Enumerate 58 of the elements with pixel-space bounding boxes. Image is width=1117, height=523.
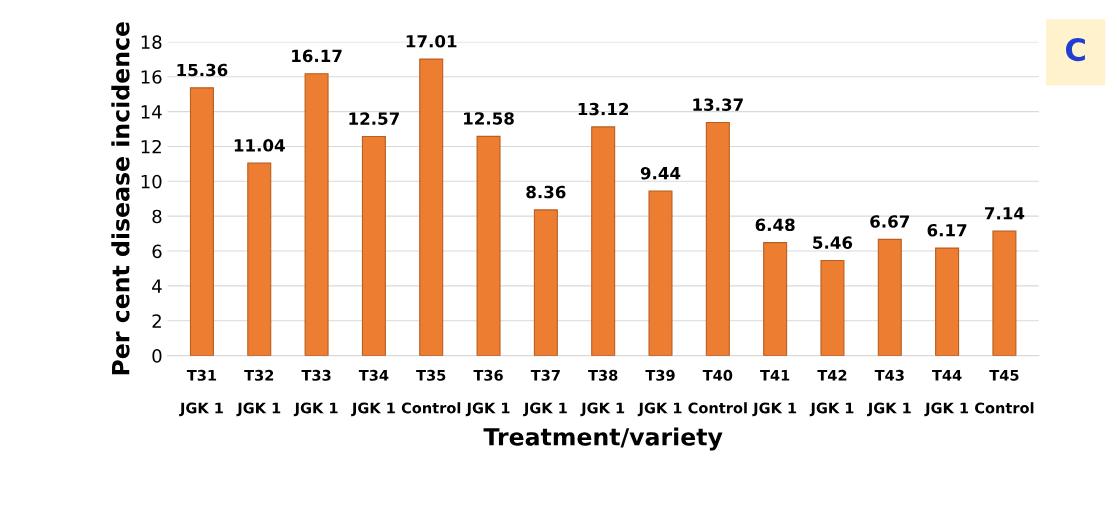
bar: [591, 126, 616, 356]
category-label: T40 Control: [688, 369, 747, 414]
data-label: 12.58: [464, 112, 514, 125]
data-label: 17.01: [406, 34, 457, 48]
bar: [820, 259, 845, 356]
data-label: 7.14: [984, 207, 1025, 220]
bar: [763, 242, 788, 356]
bar: [705, 122, 730, 356]
text: C: [1065, 38, 1085, 62]
bar: [304, 73, 329, 356]
category-label: T42 JGK 1: [809, 369, 854, 417]
bar: [361, 135, 386, 356]
bar: [419, 58, 444, 356]
y-tick-label: 8: [152, 209, 162, 224]
data-label: 12.57: [349, 112, 399, 125]
category-label: T43 JGK 1: [867, 369, 911, 417]
y-tick-label: 14: [141, 105, 162, 119]
category-label: T38 JGK 1: [580, 369, 625, 417]
y-tick-label: 10: [141, 174, 162, 189]
category-label: T34 JGK 1: [351, 369, 395, 417]
data-label: 11.04: [234, 139, 285, 152]
y-tick-label: 6: [152, 244, 162, 259]
category-label: T45 Control: [975, 369, 1034, 414]
data-label: 6.67: [870, 215, 910, 228]
bar: [992, 230, 1017, 356]
x-axis-title: Treatment/variety: [483, 427, 723, 451]
y-tick-label: 18: [141, 35, 162, 49]
data-label: 9.44: [640, 166, 681, 180]
category-label: T32 JGK 1: [236, 369, 281, 417]
y-tick-label: 4: [152, 279, 162, 293]
data-label: 15.36: [177, 63, 228, 77]
y-tick-label: 0: [152, 349, 162, 363]
category-label: T41 JGK 1: [752, 369, 797, 417]
data-label: 6.17: [927, 223, 967, 237]
category-label: T33 JGK 1: [293, 369, 338, 417]
bar: [533, 209, 558, 356]
data-label: 13.37: [693, 98, 743, 111]
category-label: T37 JGK 1: [523, 369, 567, 417]
category-label: T39 JGK 1: [637, 369, 682, 417]
data-label: 16.17: [292, 49, 342, 63]
y-tick-label: 2: [152, 314, 161, 328]
bar: [247, 162, 272, 356]
category-label: T36 JGK 1: [465, 369, 510, 417]
data-label: 8.36: [526, 185, 566, 199]
y-tick-label: 12: [141, 139, 161, 154]
y-axis-title: Per cent disease incidence: [111, 22, 130, 375]
category-label: T31 JGK 1: [179, 369, 223, 417]
data-label: 6.48: [755, 218, 795, 232]
y-tick-label: 16: [141, 70, 162, 84]
bar: [935, 247, 960, 356]
data-label: 5.46: [813, 236, 853, 249]
bar: [476, 135, 501, 356]
data-label: 13.12: [578, 102, 629, 116]
bar: [648, 190, 673, 356]
category-label: T35 Control: [401, 369, 461, 414]
bar: [189, 87, 214, 356]
bar: [877, 238, 902, 356]
category-label: T44 JGK 1: [924, 369, 969, 417]
